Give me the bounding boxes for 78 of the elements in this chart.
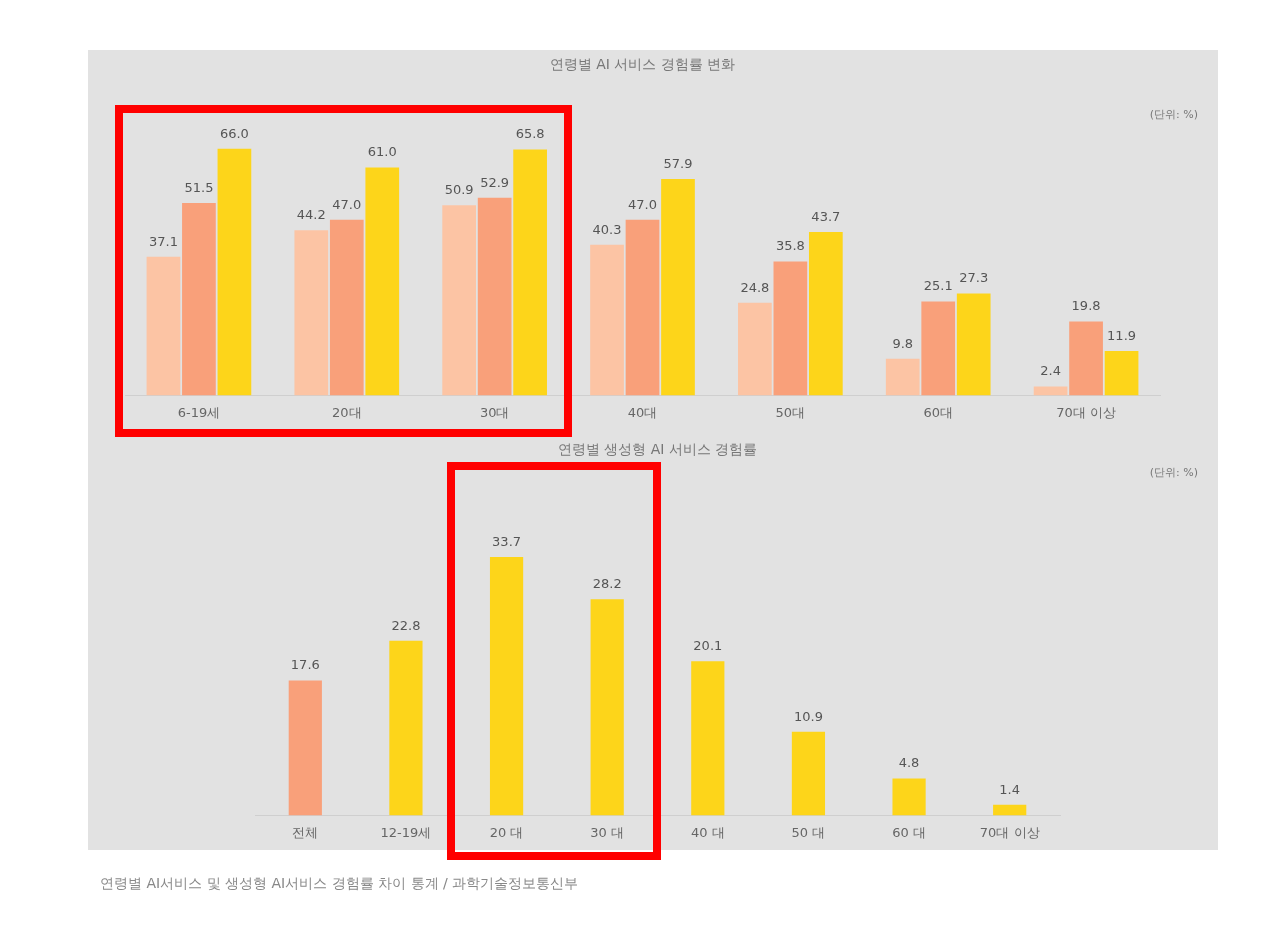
bar — [1033, 386, 1068, 396]
data-label: 4.8 — [898, 755, 920, 771]
bar — [389, 640, 423, 816]
x-tick-label: 60 대 — [892, 824, 926, 840]
x-tick-label: 60대 — [923, 404, 953, 420]
text: 연령별 AI서비스 및 생성형 AI서비스 경험률 차이 통계 / 과학기술정보통신부 — [100, 875, 579, 893]
data-label: 47.0 — [628, 196, 657, 212]
x-tick-label: 전체 — [292, 824, 319, 840]
bar — [791, 731, 826, 816]
bar — [956, 293, 991, 396]
chart-title: 연령별 생성형 AI 서비스 경험률 — [557, 441, 758, 458]
bar — [892, 778, 926, 816]
bar — [329, 219, 364, 396]
bar — [590, 244, 624, 396]
x-tick-label: 30대 — [479, 404, 510, 420]
data-label: 40.3 — [592, 221, 622, 237]
x-tick-label: 30 대 — [590, 824, 625, 840]
data-label: 1.4 — [999, 781, 1021, 797]
data-label: 61.0 — [367, 144, 397, 160]
bar — [885, 358, 920, 396]
x-tick-label: 12-19세 — [380, 824, 432, 840]
data-label: 50.9 — [444, 182, 474, 198]
data-label: 28.2 — [592, 576, 622, 592]
data-label: 43.7 — [811, 208, 841, 224]
data-label: 2.4 — [1040, 363, 1061, 379]
data-label: 20.1 — [693, 638, 723, 654]
bar — [1104, 350, 1139, 396]
data-label: 19.8 — [1071, 298, 1101, 314]
x-tick-label: 70대 이상 — [979, 824, 1040, 840]
data-label: 11.9 — [1107, 327, 1137, 343]
bar — [477, 197, 512, 396]
data-label: 25.1 — [923, 278, 953, 294]
data-label: 47.0 — [332, 196, 362, 212]
bar — [993, 804, 1027, 816]
data-label: 22.8 — [391, 617, 421, 633]
bar — [288, 680, 322, 816]
bar — [808, 232, 843, 396]
data-label: 24.8 — [740, 279, 770, 295]
data-label: 9.8 — [892, 335, 914, 351]
bar — [513, 149, 547, 396]
bar — [625, 219, 660, 396]
x-tick-label: 20 대 — [489, 824, 524, 840]
bar — [217, 148, 252, 396]
bar — [489, 557, 524, 816]
bar — [442, 205, 477, 396]
x-tick-label: 50 대 — [791, 824, 826, 840]
text: (단위: %) — [1149, 108, 1198, 122]
bar — [1069, 321, 1103, 396]
x-tick-label: 70대 이상 — [1056, 404, 1116, 420]
data-label: 44.2 — [296, 207, 326, 223]
data-label: 51.5 — [184, 179, 214, 195]
bar — [365, 167, 400, 396]
bar — [921, 301, 956, 396]
bar — [773, 261, 808, 396]
data-label: 33.7 — [492, 533, 522, 549]
x-tick-label: 50대 — [775, 404, 806, 420]
bar — [738, 302, 772, 396]
x-tick-label: 20대 — [332, 404, 362, 420]
data-label: 17.6 — [290, 657, 320, 673]
bar — [590, 599, 624, 816]
data-label: 65.8 — [515, 126, 545, 142]
data-label: 52.9 — [480, 174, 510, 190]
bar — [294, 230, 329, 396]
x-tick-label: 6-19세 — [177, 404, 221, 420]
data-label: 37.1 — [148, 233, 178, 249]
x-tick-label: 40대 — [627, 404, 658, 420]
bar — [691, 661, 725, 816]
bar — [661, 179, 695, 396]
data-label: 10.9 — [793, 708, 823, 724]
bar — [182, 202, 216, 396]
data-label: 35.8 — [775, 238, 805, 254]
data-label: 57.9 — [663, 155, 693, 171]
text: (단위: %) — [1149, 466, 1198, 480]
chart-title: 연령별 AI 서비스 경험률 변화 — [549, 56, 736, 73]
bar — [146, 256, 181, 396]
data-label: 66.0 — [219, 125, 249, 141]
data-label: 27.3 — [959, 270, 989, 286]
x-tick-label: 40 대 — [690, 824, 725, 840]
